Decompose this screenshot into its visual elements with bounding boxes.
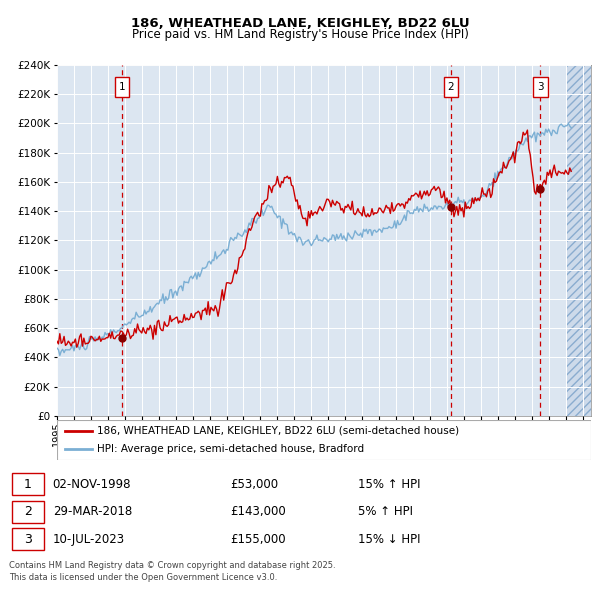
FancyBboxPatch shape	[12, 473, 44, 496]
Text: 15% ↑ HPI: 15% ↑ HPI	[358, 478, 421, 491]
FancyBboxPatch shape	[12, 528, 44, 550]
Text: Contains HM Land Registry data © Crown copyright and database right 2025.
This d: Contains HM Land Registry data © Crown c…	[9, 560, 335, 582]
Text: 1: 1	[24, 478, 32, 491]
Bar	[566, 65, 591, 416]
Text: 2: 2	[24, 505, 32, 519]
FancyBboxPatch shape	[444, 77, 458, 97]
FancyBboxPatch shape	[12, 501, 44, 523]
Text: £143,000: £143,000	[230, 505, 286, 519]
Text: Price paid vs. HM Land Registry's House Price Index (HPI): Price paid vs. HM Land Registry's House …	[131, 28, 469, 41]
FancyBboxPatch shape	[57, 420, 591, 460]
Text: 5% ↑ HPI: 5% ↑ HPI	[358, 505, 413, 519]
FancyBboxPatch shape	[533, 77, 548, 97]
Text: £53,000: £53,000	[230, 478, 278, 491]
Text: 186, WHEATHEAD LANE, KEIGHLEY, BD22 6LU: 186, WHEATHEAD LANE, KEIGHLEY, BD22 6LU	[131, 17, 469, 30]
Text: 3: 3	[537, 82, 544, 92]
Text: 3: 3	[24, 533, 32, 546]
Text: 186, WHEATHEAD LANE, KEIGHLEY, BD22 6LU (semi-detached house): 186, WHEATHEAD LANE, KEIGHLEY, BD22 6LU …	[97, 426, 459, 436]
Text: 02-NOV-1998: 02-NOV-1998	[53, 478, 131, 491]
Text: 10-JUL-2023: 10-JUL-2023	[53, 533, 125, 546]
Text: 15% ↓ HPI: 15% ↓ HPI	[358, 533, 421, 546]
FancyBboxPatch shape	[115, 77, 130, 97]
Text: 2: 2	[448, 82, 454, 92]
Text: 29-MAR-2018: 29-MAR-2018	[53, 505, 132, 519]
Text: HPI: Average price, semi-detached house, Bradford: HPI: Average price, semi-detached house,…	[97, 444, 364, 454]
Text: £155,000: £155,000	[230, 533, 286, 546]
Text: 1: 1	[119, 82, 125, 92]
